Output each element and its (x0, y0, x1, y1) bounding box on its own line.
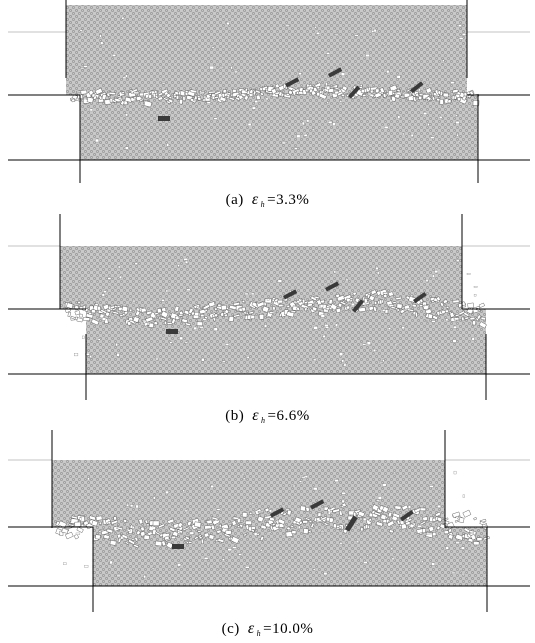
shear-box-frame (8, 430, 530, 612)
panel-c-specimen-diagram (8, 430, 530, 612)
dark-particle (413, 291, 427, 304)
panel-c-strain-symbol: ε (247, 620, 255, 637)
shear-box-frame (8, 214, 530, 400)
dark-particle (158, 116, 170, 121)
dark-particle (166, 329, 178, 334)
shear-box-frame (8, 0, 530, 183)
panel-a-caption: (a) ε h =3.3% (0, 191, 535, 214)
panel-b-strain-subscript: h (261, 416, 266, 425)
panel-c-label: (c) (221, 621, 240, 637)
shear-band (69, 16, 480, 150)
shear-band (55, 470, 490, 579)
panel-b-specimen-diagram (8, 214, 530, 400)
panel-a-strain-value: =3.3% (267, 192, 310, 208)
dark-particle (410, 81, 424, 94)
dark-particle (270, 507, 285, 518)
panel-a-specimen-diagram (8, 0, 530, 183)
panel-a-strain-symbol: ε (251, 191, 259, 208)
panel-c-strain-value: =10.0% (263, 621, 314, 637)
dark-particle (283, 289, 298, 300)
granular-specimen (66, 5, 478, 160)
dark-particle (324, 281, 340, 292)
dark-particle (400, 509, 414, 522)
dark-particle (352, 299, 365, 313)
dark-particle (345, 515, 358, 532)
panel-a-strain-subscript: h (260, 200, 266, 209)
dark-particle (285, 77, 300, 88)
dark-particle (348, 85, 361, 99)
dark-particle (328, 67, 343, 78)
dark-particle (309, 499, 325, 510)
panel-c-caption: (c) ε h =10.0% (0, 620, 535, 643)
panel-b-label: (b) (225, 408, 245, 424)
panel-b-caption: (b) ε h =6.6% (0, 407, 535, 430)
panel-c-strain-subscript: h (256, 629, 262, 638)
panel-a-label: (a) (225, 192, 244, 208)
dark-particle (172, 544, 184, 549)
panel-b-strain-symbol: ε (252, 407, 260, 424)
panel-b-strain-value: =6.6% (267, 408, 310, 424)
